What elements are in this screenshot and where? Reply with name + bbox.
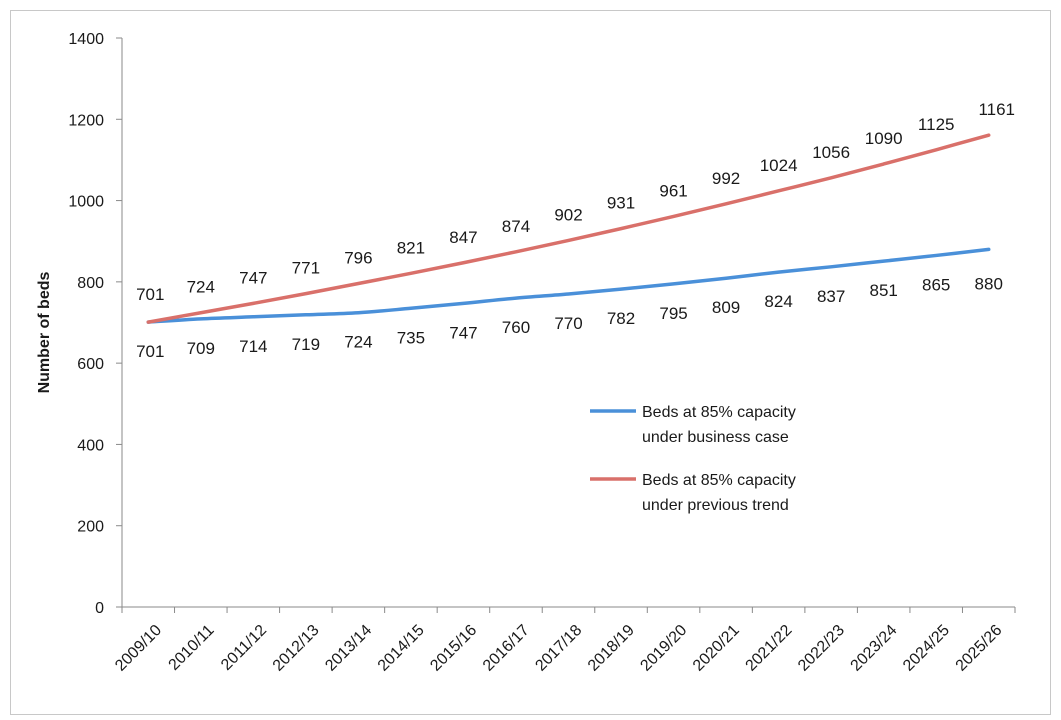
x-tick-label: 2011/12 [218, 622, 270, 674]
legend-label: Beds at 85% capacity [642, 404, 796, 421]
data-label: 760 [502, 318, 530, 337]
data-label: 747 [239, 268, 267, 287]
data-label: 1161 [978, 100, 1015, 119]
data-label: 782 [607, 309, 635, 328]
y-tick-label: 600 [77, 356, 104, 373]
y-tick-label: 200 [77, 519, 104, 536]
series-line-2 [146, 133, 991, 324]
data-label: 1125 [918, 115, 955, 134]
data-label: 851 [869, 281, 897, 300]
data-label: 821 [397, 238, 425, 257]
data-label: 796 [344, 248, 372, 267]
x-axis: 2009/10 2010/11 2011/12 2012/13 2013/14 2014/… [112, 606, 1016, 675]
x-tick-label: 2012/13 [270, 622, 323, 675]
data-label: 1090 [865, 129, 903, 148]
data-label: 735 [397, 328, 425, 347]
data-label: 880 [975, 274, 1003, 293]
y-tick-label: 400 [77, 437, 104, 454]
y-tick-label: 800 [77, 275, 104, 292]
data-label: 809 [712, 298, 740, 317]
y-tick-label: 1400 [68, 31, 104, 48]
x-tick-label: 2019/20 [637, 622, 690, 675]
data-label: 824 [764, 292, 792, 311]
data-label: 701 [136, 285, 164, 304]
data-label: 795 [659, 304, 687, 323]
data-label: 770 [554, 314, 582, 333]
x-tick-label: 2018/19 [585, 622, 638, 675]
legend-label: under previous trend [642, 497, 789, 514]
data-label: 961 [659, 181, 687, 200]
data-label: 874 [502, 217, 530, 236]
data-label: 747 [449, 323, 477, 342]
data-label: 992 [712, 169, 740, 188]
x-tick-label: 2009/10 [112, 622, 165, 675]
data-label: 865 [922, 275, 950, 294]
x-tick-label: 2024/25 [900, 622, 953, 675]
data-labels: 701 709 714 719 724 735 747 760 770 782 795 809 824 8… [136, 100, 1015, 361]
x-tick-label: 2023/24 [848, 622, 901, 675]
data-label: 724 [187, 278, 215, 297]
x-tick-label: 2016/17 [480, 622, 533, 675]
y-tick-label: 1000 [68, 194, 104, 211]
data-label: 902 [554, 205, 582, 224]
data-label: 709 [187, 339, 215, 358]
data-label: 931 [607, 194, 635, 213]
x-tick-label: 2013/14 [322, 622, 375, 675]
y-axis-title: Number of beds [36, 272, 53, 394]
data-label: 847 [449, 228, 477, 247]
legend: Beds at 85% capacity under business case B… [590, 404, 796, 514]
y-axis: 0 200 400 600 800 1000 1200 1400 [68, 31, 123, 617]
data-label: 771 [292, 259, 320, 278]
x-tick-label: 2022/23 [795, 622, 848, 675]
data-label: 701 [136, 342, 164, 361]
data-label: 1056 [812, 143, 850, 162]
y-tick-label: 1200 [68, 112, 104, 129]
chart-frame [10, 10, 1051, 715]
x-tick-label: 2020/21 [690, 622, 743, 675]
x-tick-label: 2017/18 [532, 622, 585, 675]
x-tick-label: 2021/22 [743, 622, 796, 675]
data-label: 714 [239, 337, 267, 356]
x-tick-label: 2025/26 [953, 622, 1006, 675]
x-tick-label: 2015/16 [427, 622, 480, 675]
data-label: 1024 [760, 156, 798, 175]
legend-label: under business case [642, 429, 789, 446]
data-label: 837 [817, 287, 845, 306]
data-label: 719 [292, 335, 320, 354]
series-lines [146, 133, 991, 324]
data-label: 724 [344, 333, 372, 352]
x-tick-label: 2014/15 [375, 622, 428, 675]
y-tick-label: 0 [95, 600, 104, 617]
x-tick-label: 2010/11 [166, 622, 218, 674]
legend-label: Beds at 85% capacity [642, 472, 796, 489]
series-line-1 [146, 247, 991, 324]
